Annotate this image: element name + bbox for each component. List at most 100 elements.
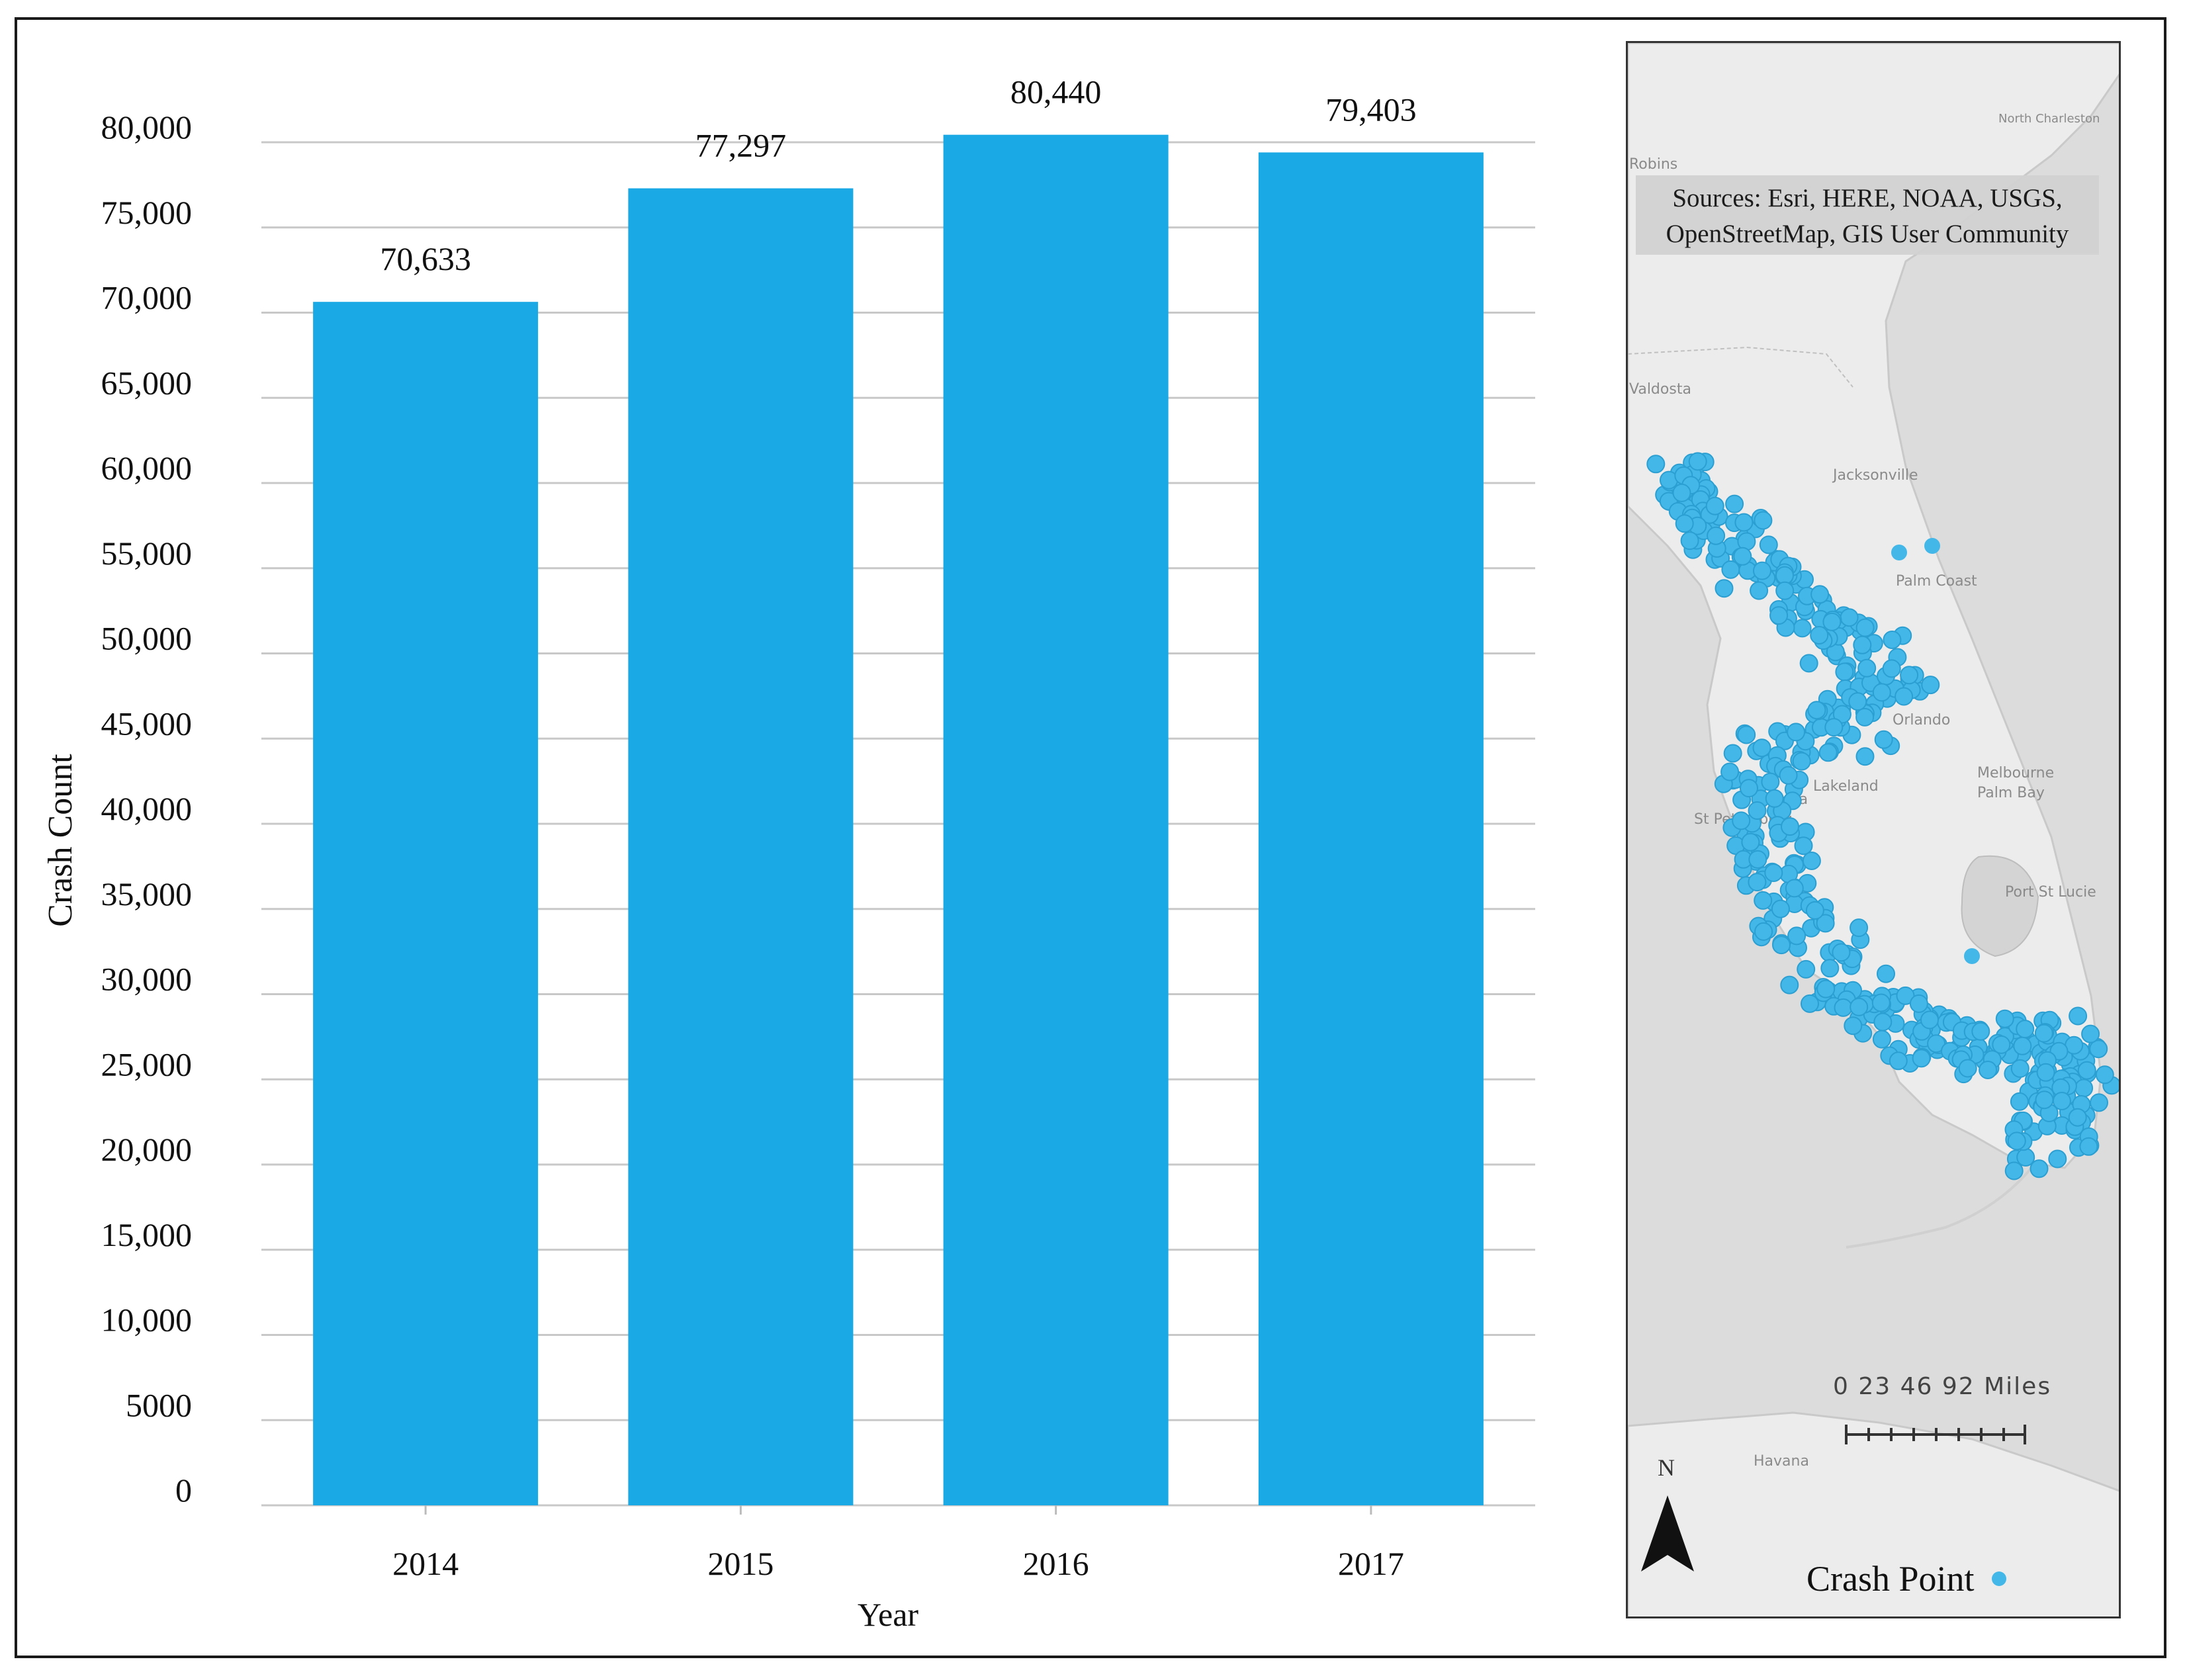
crash-point — [2095, 1065, 2114, 1084]
crash-point — [2069, 1006, 2088, 1026]
y-tick-label: 20,000 — [101, 1131, 193, 1168]
data-label: 70,633 — [380, 240, 471, 277]
crash-point — [1855, 707, 1875, 727]
crash-point — [1844, 1016, 1863, 1036]
north-label: N — [1658, 1454, 1675, 1481]
crash-point — [1775, 581, 1795, 600]
crash-point — [1705, 496, 1724, 515]
crash-point — [1781, 817, 1799, 836]
lake-okeechobee — [1961, 855, 2039, 957]
x-tick-label: 2015 — [707, 1545, 774, 1582]
map-basemap: Valdosta Jacksonville Palm Coast Orlando… — [1628, 43, 2119, 1616]
crash-point — [1877, 964, 1895, 983]
y-tick-label: 25,000 — [101, 1045, 193, 1083]
crash-point — [1896, 986, 1915, 1005]
crash-point — [2034, 1024, 2053, 1043]
bar-2017 — [1258, 152, 1484, 1505]
crash-point — [1787, 723, 1806, 742]
place-label-valdosta: Valdosta — [1629, 381, 1691, 398]
y-tick-label: 0 — [175, 1472, 192, 1509]
y-tick-label: 40,000 — [101, 790, 193, 827]
bars — [313, 134, 1484, 1506]
crash-points — [1646, 452, 2119, 1180]
crash-point — [1883, 631, 1902, 649]
legend-label: Crash Point — [1806, 1559, 1975, 1599]
crash-point — [2010, 1092, 2029, 1111]
crash-point — [1792, 752, 1811, 771]
crash-point — [1850, 918, 1869, 938]
crash-point — [2052, 1092, 2071, 1110]
crash-point — [2048, 1149, 2067, 1169]
crash-point — [1734, 513, 1754, 532]
crash-point — [1754, 511, 1773, 530]
map-legend: Crash Point — [1806, 1558, 2006, 1599]
crash-point — [1753, 561, 1771, 580]
x-tick-label: 2017 — [1338, 1545, 1404, 1582]
scale-bar — [1845, 1425, 2026, 1444]
crash-point — [1754, 891, 1773, 910]
crash-point — [1797, 959, 1816, 979]
crash-point — [1895, 687, 1914, 706]
crash-point — [2004, 1161, 2024, 1180]
y-tick-label: 5000 — [126, 1386, 192, 1423]
crash-point — [1855, 618, 1875, 637]
north-arrow-icon — [1641, 1495, 1694, 1571]
place-label-melbourne: Melbourne — [1977, 765, 2054, 781]
crash-point — [2029, 1159, 2049, 1178]
crash-point — [1850, 997, 1869, 1016]
crash-point — [1772, 936, 1791, 955]
crash-point — [1921, 676, 1940, 695]
bar-2016 — [943, 134, 1169, 1506]
crash-point — [2068, 1108, 2087, 1127]
crash-point — [1807, 701, 1826, 720]
crash-point — [1805, 901, 1824, 920]
crash-point — [1680, 531, 1699, 551]
x-tick-label: 2016 — [1023, 1545, 1089, 1582]
crash-point — [1924, 538, 1940, 554]
crash-point — [1801, 994, 1819, 1013]
crash-point — [1810, 626, 1829, 644]
x-axis-label: Year — [858, 1596, 918, 1633]
crash-point — [1785, 879, 1804, 898]
crash-point — [1832, 705, 1851, 724]
crash-point — [1834, 998, 1853, 1017]
crash-point — [2036, 1063, 2055, 1082]
crash-point — [1759, 535, 1778, 554]
crash-point — [1737, 725, 1756, 744]
place-label-palm-bay: Palm Bay — [1977, 785, 2045, 801]
crash-point — [1873, 1012, 1893, 1032]
y-tick-label: 10,000 — [101, 1302, 193, 1339]
crash-point — [1824, 718, 1844, 737]
y-tick-label: 60,000 — [101, 449, 193, 486]
bar-2014 — [313, 302, 539, 1506]
crash-point — [1769, 606, 1789, 625]
y-axis-label: Crash Count — [42, 754, 79, 927]
crash-point — [1871, 993, 1891, 1012]
place-label-palm-coast: Palm Coast — [1896, 573, 1977, 590]
crash-point — [1872, 1030, 1891, 1049]
crash-point — [1752, 738, 1771, 758]
crash-point — [1882, 659, 1901, 678]
y-tick-label: 35,000 — [101, 875, 193, 912]
crash-point — [1764, 863, 1783, 882]
crash-point — [1857, 658, 1877, 678]
crash-point — [1754, 922, 1773, 941]
crash-point — [1979, 1061, 1998, 1079]
crash-point — [1900, 666, 1919, 685]
crash-point — [1715, 579, 1734, 598]
crash-point — [1733, 547, 1752, 566]
crash-point — [1909, 994, 1928, 1013]
crash-point — [1891, 545, 1907, 560]
crash-point — [1818, 743, 1838, 762]
crash-point-swatch — [1991, 1571, 2006, 1586]
y-tick-label: 15,000 — [101, 1216, 193, 1253]
place-label-port-st-lucie: Port St Lucie — [2005, 884, 2096, 901]
crash-point — [1855, 747, 1875, 766]
crash-point — [1748, 873, 1767, 892]
crash-point — [1787, 926, 1806, 946]
state-border — [1628, 346, 1853, 388]
crash-point — [1765, 789, 1784, 808]
y-tick-label: 55,000 — [101, 535, 193, 572]
crash-point — [2074, 1079, 2094, 1098]
place-label-havana: Havana — [1754, 1453, 1809, 1470]
